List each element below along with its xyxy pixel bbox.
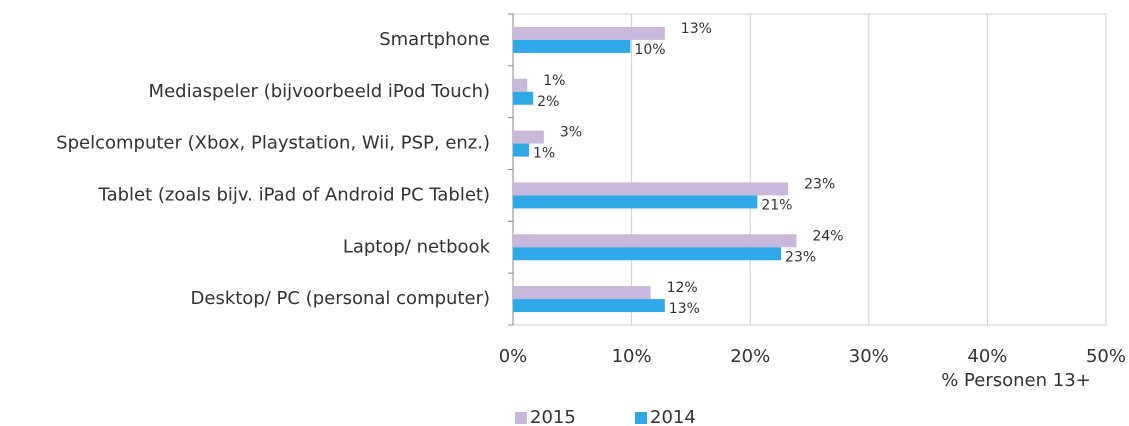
- value-label: 23%: [804, 176, 835, 192]
- bar: [513, 78, 528, 92]
- bar: [513, 130, 544, 144]
- bar: [513, 143, 530, 157]
- bar: [513, 91, 534, 105]
- x-tick-label: 10%: [612, 346, 652, 367]
- y-tick-label: Desktop/ PC (personal computer): [191, 288, 490, 309]
- legend-swatch: [635, 412, 647, 424]
- value-label: 1%: [543, 73, 565, 89]
- value-label: 10%: [634, 42, 665, 58]
- y-tick-label: Smartphone: [379, 29, 490, 50]
- plot-border: [512, 13, 1107, 326]
- value-label: 2%: [537, 94, 559, 110]
- value-label: 3%: [560, 125, 582, 141]
- bar: [513, 182, 789, 196]
- x-tick-label: 30%: [849, 346, 889, 367]
- y-tick-label: Laptop/ netbook: [343, 236, 491, 257]
- value-label: 24%: [812, 228, 843, 244]
- x-tick-label: 40%: [967, 346, 1007, 367]
- value-label: 21%: [761, 197, 792, 213]
- legend-label: 2014: [650, 407, 696, 426]
- x-tick-label: 50%: [1086, 346, 1126, 367]
- bar: [513, 39, 631, 53]
- legend-swatch: [515, 412, 527, 424]
- legend-label: 2015: [530, 407, 576, 426]
- bar: [513, 286, 651, 300]
- bar: [513, 299, 665, 313]
- x-tick-label: 0%: [499, 346, 528, 367]
- value-label: 13%: [669, 301, 700, 317]
- y-tick-label: Mediaspeler (bijvoorbeeld iPod Touch): [149, 81, 490, 102]
- value-label: 1%: [533, 146, 555, 162]
- value-label: 23%: [785, 249, 816, 265]
- value-label: 12%: [667, 280, 698, 296]
- annotation: % Personen 13+: [941, 370, 1091, 391]
- bar: [513, 195, 758, 209]
- bar: [513, 26, 665, 40]
- y-tick-label: Spelcomputer (Xbox, Playstation, Wii, PS…: [56, 133, 490, 154]
- value-label: 13%: [681, 21, 712, 37]
- y-tick-label: Tablet (zoals bijv. iPad of Android PC T…: [98, 184, 490, 205]
- bar: [513, 247, 782, 261]
- bar: [513, 234, 797, 248]
- x-tick-label: 20%: [730, 346, 770, 367]
